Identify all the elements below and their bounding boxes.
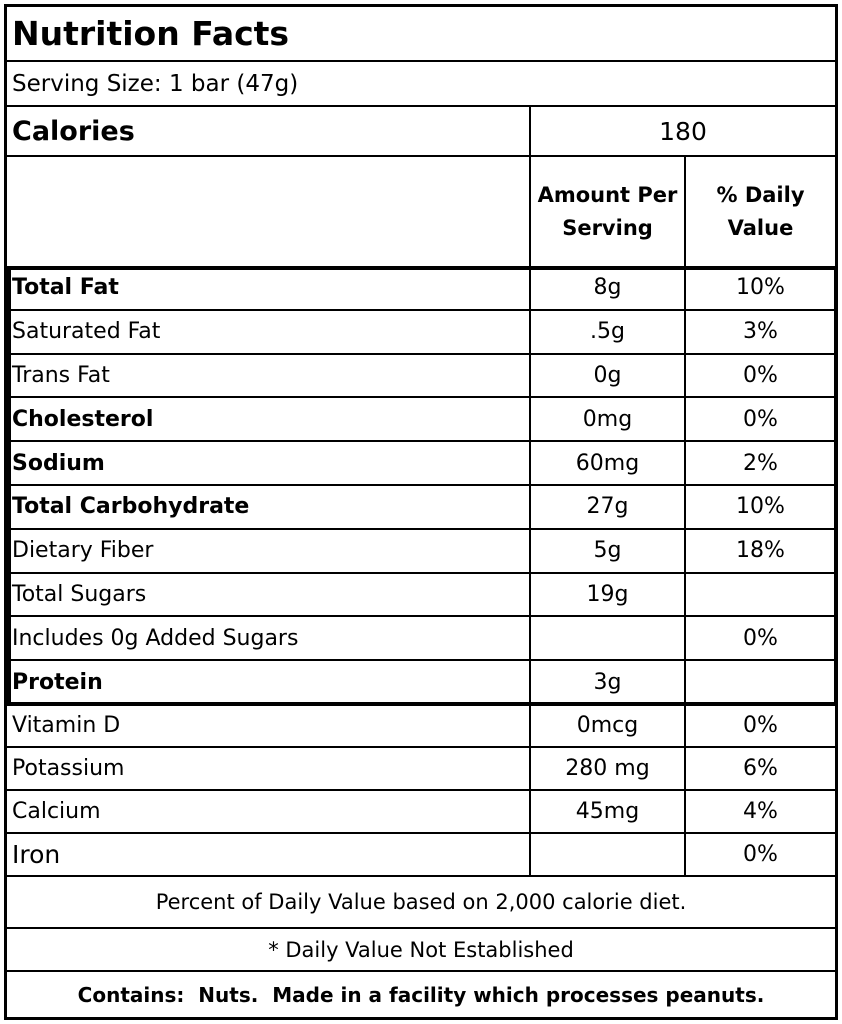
- vitamin-row: Calcium 45mg 4%: [7, 791, 835, 834]
- nutrient-daily-value: [686, 574, 835, 616]
- title-row: Nutrition Facts: [7, 7, 835, 62]
- vitamin-name: Vitamin D: [7, 705, 531, 746]
- nutrient-daily-value: [686, 661, 835, 703]
- vitamin-amount: 280 mg: [531, 748, 686, 789]
- nutrient-daily-value: 18%: [736, 538, 785, 564]
- percent-daily-value-note: Percent of Daily Value based on 2,000 ca…: [155, 890, 687, 914]
- daily-value-header: % Daily Value: [716, 183, 805, 240]
- amount-per-serving-header: Amount Per Serving: [531, 157, 686, 267]
- nutrition-label: Nutrition Facts Serving Size: 1 bar (47g…: [4, 4, 838, 1020]
- nutrient-amount: 0g: [531, 354, 686, 397]
- allergen-row: Contains: Nuts. Made in a facility which…: [7, 972, 835, 1017]
- calories-value: 180: [659, 116, 707, 146]
- nutrient-amount: [531, 617, 686, 660]
- nutrient-row: Sodium 60mg 2%: [7, 442, 835, 486]
- vitamin-daily-value: 4%: [743, 799, 778, 824]
- nutrient-row: Total Carbohydrate 27g 10%: [7, 486, 835, 530]
- nutrient-name: Trans Fat: [7, 354, 531, 397]
- nutrient-name: Total Sugars: [7, 573, 531, 616]
- nutrient-row: Total Fat 8g 10%: [7, 267, 835, 311]
- nutrient-amount: 60mg: [531, 442, 686, 484]
- nutrient-amount: 19g: [531, 573, 686, 616]
- nutrient-name: Total Fat: [7, 267, 531, 309]
- nutrient-daily-value: 0%: [743, 362, 778, 388]
- nutrient-name: Protein: [7, 661, 531, 703]
- nutrient-amount: 5g: [531, 529, 686, 572]
- vitamin-row: Vitamin D 0mcg 0%: [7, 705, 835, 748]
- vitamin-name: Calcium: [7, 791, 531, 832]
- nutrient-amount: 8g: [531, 267, 686, 309]
- serving-size-row: Serving Size: 1 bar (47g): [7, 62, 835, 107]
- allergen-statement: Contains: Nuts. Made in a facility which…: [77, 982, 765, 1007]
- vitamin-daily-value: 0%: [743, 842, 778, 867]
- nutrient-name: Includes 0g Added Sugars: [7, 617, 531, 660]
- nutrient-row: Includes 0g Added Sugars 0%: [7, 617, 835, 662]
- nutrient-name: Cholesterol: [7, 398, 531, 441]
- vitamin-daily-value: 0%: [743, 713, 778, 738]
- nutrient-row: Trans Fat 0g 0%: [7, 354, 835, 399]
- percent-note-row: Percent of Daily Value based on 2,000 ca…: [7, 877, 835, 929]
- nutrient-row: Protein 3g: [7, 661, 835, 705]
- vitamin-row: Iron 0%: [7, 834, 835, 877]
- vitamin-amount: 45mg: [531, 791, 686, 832]
- nutrient-amount: .5g: [531, 310, 686, 353]
- nutrient-daily-value: 2%: [743, 450, 778, 476]
- vitamin-amount: 0mcg: [531, 705, 686, 746]
- vitamin-name: Potassium: [7, 748, 531, 789]
- nutrient-amount: 0mg: [531, 398, 686, 441]
- calories-label: Calories: [7, 107, 531, 155]
- vitamin-amount: [531, 834, 686, 875]
- not-established-row: * Daily Value Not Established: [7, 929, 835, 972]
- nutrient-daily-value: 3%: [743, 319, 778, 345]
- nutrient-amount: 27g: [531, 486, 686, 528]
- calories-row: Calories 180: [7, 107, 835, 157]
- column-header-row: Amount Per Serving % Daily Value: [7, 157, 835, 267]
- label-title: Nutrition Facts: [12, 14, 290, 53]
- nutrient-name: Dietary Fiber: [7, 529, 531, 572]
- nutrient-daily-value: 10%: [736, 275, 785, 301]
- nutrient-row: Cholesterol 0mg 0%: [7, 398, 835, 443]
- vitamin-daily-value: 6%: [743, 756, 778, 781]
- nutrient-name: Total Carbohydrate: [7, 486, 531, 528]
- vitamin-row: Potassium 280 mg 6%: [7, 748, 835, 791]
- nutrient-daily-value: 0%: [743, 406, 778, 432]
- nutrient-amount: 3g: [531, 661, 686, 703]
- daily-value-not-established: * Daily Value Not Established: [268, 937, 574, 962]
- nutrient-name: Sodium: [7, 442, 531, 484]
- nutrient-row: Saturated Fat .5g 3%: [7, 310, 835, 355]
- vitamin-name: Iron: [7, 834, 531, 875]
- serving-size: Serving Size: 1 bar (47g): [12, 70, 299, 97]
- nutrient-daily-value: 10%: [736, 494, 785, 520]
- nutrient-row: Total Sugars 19g: [7, 573, 835, 618]
- header-blank: [7, 157, 531, 267]
- nutrient-row: Dietary Fiber 5g 18%: [7, 529, 835, 574]
- nutrient-daily-value: 0%: [743, 625, 778, 651]
- nutrient-name: Saturated Fat: [7, 310, 531, 353]
